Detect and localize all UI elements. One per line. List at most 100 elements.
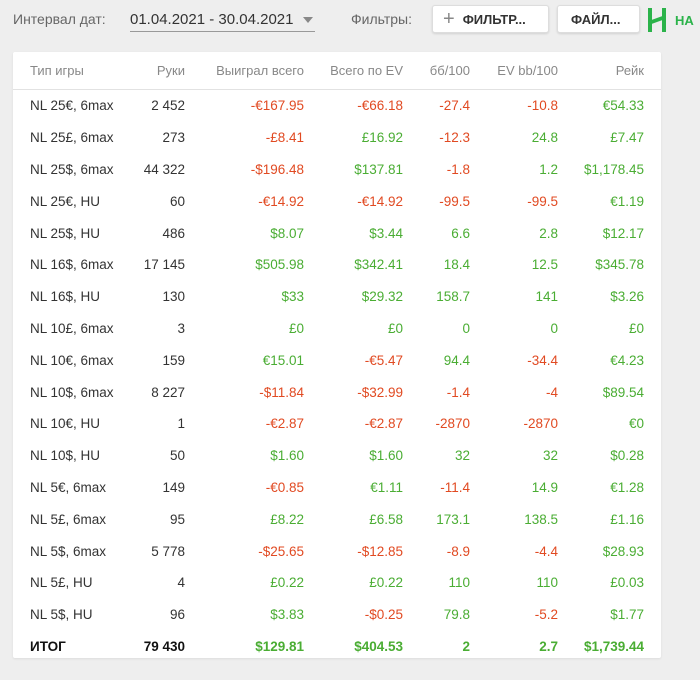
cell-ev-bb100: 110 xyxy=(536,575,558,591)
cell-ev-bb100: -5.2 xyxy=(534,607,558,623)
cell-won-total: -€2.87 xyxy=(265,416,304,432)
cell-game-type: NL 10$, 6max xyxy=(30,384,114,400)
table-row[interactable]: NL 25€, 6max 2 452 -€167.95 -€66.18 -27.4 -10… xyxy=(13,90,661,122)
cell-rake: $12.17 xyxy=(602,225,644,241)
logo-icon xyxy=(648,8,666,32)
column-header-ev-bb100[interactable]: EV bb/100 xyxy=(470,52,558,90)
cell-ev-bb100: 141 xyxy=(535,289,558,305)
cell-won-total: $505.98 xyxy=(255,257,304,273)
cell-hands: 149 xyxy=(162,479,185,495)
cell-hands: 50 xyxy=(169,448,185,464)
cell-ev-total: -€5.47 xyxy=(364,352,403,368)
cell-won-total: $1.60 xyxy=(270,448,304,464)
cell-rake: £7.47 xyxy=(610,130,644,146)
table-row[interactable]: NL 5€, 6max 149 -€0.85 €1.11 -11.4 14.9 €1.28 xyxy=(13,472,661,504)
cell-ev-bb100: 14.9 xyxy=(531,479,558,495)
cell-ev-bb100: 24.8 xyxy=(531,130,558,146)
cell-bb100: 2 xyxy=(462,638,470,654)
logo-text: НА xyxy=(675,12,694,28)
cell-won-total: -€0.85 xyxy=(265,479,304,495)
plus-icon: + xyxy=(443,8,455,30)
cell-rake: €0 xyxy=(628,416,644,432)
file-button[interactable]: ФАЙЛ... xyxy=(557,5,640,33)
cell-hands: 159 xyxy=(162,352,185,368)
cell-ev-total: -$32.99 xyxy=(357,384,403,400)
file-button-label: ФАЙЛ... xyxy=(571,11,621,27)
column-header-hands[interactable]: Руки xyxy=(117,52,185,90)
table-row[interactable]: NL 10€, 6max 159 €15.01 -€5.47 94.4 -34.4 €4.2… xyxy=(13,344,661,376)
table-row[interactable]: NL 5£, 6max 95 £8.22 £6.58 173.1 138.5 £1.16 xyxy=(13,503,661,535)
cell-rake: $345.78 xyxy=(595,257,644,273)
cell-ev-total: £0.22 xyxy=(369,575,403,591)
column-header-won-total[interactable]: Выиграл всего xyxy=(185,52,304,90)
cell-rake: $3.26 xyxy=(610,289,644,305)
cell-ev-bb100: -34.4 xyxy=(527,352,558,368)
cell-rake: €4.23 xyxy=(610,352,644,368)
cell-rake: €1.19 xyxy=(610,193,644,209)
cell-won-total: -$11.84 xyxy=(259,384,304,400)
cell-bb100: -12.3 xyxy=(439,130,470,146)
table-row[interactable]: NL 5$, HU 96 $3.83 -$0.25 79.8 -5.2 $1.77 xyxy=(13,599,661,631)
table-row[interactable]: NL 25$, 6max 44 322 -$196.48 $137.81 -1.8 1.2… xyxy=(13,154,661,186)
cell-hands: 60 xyxy=(169,193,185,209)
cell-won-total: -$196.48 xyxy=(250,161,304,177)
cell-rake: $89.54 xyxy=(602,384,644,400)
cell-won-total: £8.22 xyxy=(270,511,304,527)
table-row[interactable]: NL 25£, 6max 273 -£8.41 £16.92 -12.3 24.8 £7.4… xyxy=(13,122,661,154)
table-row[interactable]: NL 10€, HU 1 -€2.87 -€2.87 -2870 -2870 €0 xyxy=(13,408,661,440)
cell-ev-total: $29.32 xyxy=(361,289,403,305)
cell-ev-total: £6.58 xyxy=(369,511,403,527)
cell-game-type: NL 25£, 6max xyxy=(30,130,114,146)
cell-game-type: NL 5£, HU xyxy=(30,575,93,591)
table-row[interactable]: NL 5$, 6max 5 778 -$25.65 -$12.85 -8.9 -4.4 $2… xyxy=(13,535,661,567)
table-total-row[interactable]: ИТОГ 79 430 $129.81 $404.53 2 2.7 $1,739.44 xyxy=(13,631,661,663)
add-filter-button[interactable]: + ФИЛЬТР... xyxy=(432,5,549,33)
cell-hands: 17 145 xyxy=(143,257,185,273)
table-row[interactable]: NL 5£, HU 4 £0.22 £0.22 110 110 £0.03 xyxy=(13,567,661,599)
stats-table-card: Тип игры Руки Выиграл всего Всего по EV … xyxy=(13,52,661,658)
table-row[interactable]: NL 25€, HU 60 -€14.92 -€14.92 -99.5 -99.5 €1.1… xyxy=(13,185,661,217)
table-header-row: Тип игры Руки Выиграл всего Всего по EV … xyxy=(13,52,661,90)
table-row[interactable]: NL 10$, HU 50 $1.60 $1.60 32 32 $0.28 xyxy=(13,440,661,472)
cell-ev-total: $342.41 xyxy=(354,257,403,273)
column-header-ev-total[interactable]: Всего по EV xyxy=(304,52,403,90)
cell-ev-bb100: 32 xyxy=(542,448,558,464)
cell-ev-total: -€14.92 xyxy=(357,193,403,209)
column-header-rake[interactable]: Рейк xyxy=(558,52,661,90)
table-row[interactable]: NL 25$, HU 486 $8.07 $3.44 6.6 2.8 $12.17 xyxy=(13,217,661,249)
table-row[interactable]: NL 10$, 6max 8 227 -$11.84 -$32.99 -1.4 -4 $89… xyxy=(13,376,661,408)
cell-ev-bb100: 138.5 xyxy=(524,511,558,527)
cell-won-total: £0.22 xyxy=(270,575,304,591)
cell-ev-total: $3.44 xyxy=(369,225,403,241)
cell-hands: 130 xyxy=(162,289,185,305)
cell-hands: 5 778 xyxy=(151,543,185,559)
cell-bb100: -99.5 xyxy=(439,193,470,209)
cell-rake: £0 xyxy=(628,320,644,336)
cell-rake: £0.03 xyxy=(610,575,644,591)
cell-won-total: $3.83 xyxy=(270,607,304,623)
logo: НА xyxy=(648,7,694,33)
cell-hands: 96 xyxy=(169,607,185,623)
cell-won-total: -€14.92 xyxy=(258,193,304,209)
cell-rake: $1,178.45 xyxy=(583,161,644,177)
table-row[interactable]: NL 10£, 6max 3 £0 £0 0 0 £0 xyxy=(13,313,661,345)
table-row[interactable]: NL 16$, HU 130 $33 $29.32 158.7 141 $3.26 xyxy=(13,281,661,313)
column-header-game-type[interactable]: Тип игры xyxy=(13,52,117,90)
column-header-bb100[interactable]: бб/100 xyxy=(403,52,470,90)
cell-won-total: $129.81 xyxy=(255,638,304,654)
cell-hands: 486 xyxy=(162,225,185,241)
cell-game-type: NL 10£, 6max xyxy=(30,320,114,336)
cell-hands: 4 xyxy=(177,575,185,591)
cell-game-type: NL 25€, 6max xyxy=(30,98,114,114)
cell-ev-total: €1.11 xyxy=(370,479,403,495)
date-range-select[interactable]: 01.04.2021 - 30.04.2021 xyxy=(130,7,316,32)
cell-ev-total: $137.81 xyxy=(354,161,403,177)
toolbar: Интервал дат: 01.04.2021 - 30.04.2021 Фи… xyxy=(0,0,700,40)
cell-game-type: NL 5€, 6max xyxy=(30,479,107,495)
table-row[interactable]: NL 16$, 6max 17 145 $505.98 $342.41 18.4 12.5… xyxy=(13,249,661,281)
cell-game-type: NL 16$, 6max xyxy=(30,257,114,273)
cell-rake: $28.93 xyxy=(602,543,644,559)
cell-ev-bb100: 1.2 xyxy=(539,161,558,177)
cell-ev-bb100: 2.7 xyxy=(539,638,558,654)
cell-rake: $1.77 xyxy=(610,607,644,623)
